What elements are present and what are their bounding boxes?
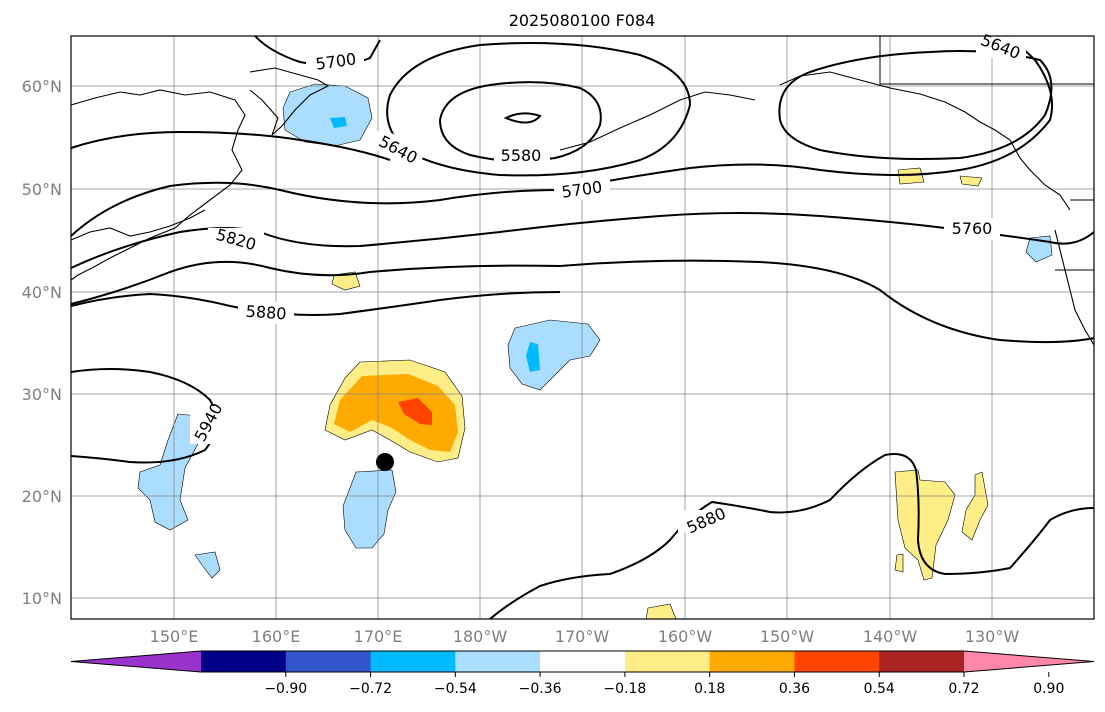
colorbar-segment <box>624 651 711 672</box>
shade-yellow-small-2 <box>897 167 925 185</box>
storm-position-marker <box>376 453 394 471</box>
shade-south-blue <box>342 469 397 549</box>
contour-label: 5580 <box>501 146 542 165</box>
lat-tick-label: 10°N <box>22 589 62 608</box>
colorbar-segment <box>540 651 626 672</box>
colorbar-tick-label: −0.18 <box>603 681 646 697</box>
coast-japan <box>70 209 206 241</box>
shade-central-red <box>398 398 432 425</box>
contour-5880-south <box>489 453 1095 620</box>
colorbar: −0.90 −0.72 −0.54 −0.36 −0.18 0.18 0.36 0.54 0.7… <box>70 650 1095 697</box>
contour-5820 <box>70 259 1095 344</box>
latitude-labels: 10°N 20°N 30°N 40°N 50°N 60°N <box>22 77 62 608</box>
contour-5580-center <box>503 112 542 124</box>
shade-kamchatka <box>282 83 373 147</box>
contour-5880 <box>70 291 561 316</box>
contour-5580 <box>438 81 602 162</box>
contour-label: 5760 <box>952 219 993 238</box>
height-contours <box>70 35 1095 620</box>
colorbar-tick-label: −0.36 <box>519 681 562 697</box>
shade-yellow-small-3 <box>959 175 983 187</box>
coastlines <box>70 67 1095 346</box>
coast-kamchatka <box>249 67 330 136</box>
colorbar-tick-label: 0.36 <box>779 681 810 697</box>
contour-5700 <box>70 35 1054 237</box>
colorbar-segment <box>285 651 372 672</box>
colorbar-segment <box>455 651 541 672</box>
colorbar-tick-label: 0.90 <box>1033 681 1064 697</box>
contour-5640-closed <box>386 41 692 177</box>
colorbar-extend-low <box>71 651 201 672</box>
colorbar-segment <box>201 651 287 672</box>
lon-tick-label: 160°E <box>252 627 301 646</box>
colorbar-segment <box>794 651 880 672</box>
longitude-labels: 150°E 160°E 170°E 180°W 170°W 160°W 150°… <box>150 627 1020 646</box>
shade-blue-small-east <box>1025 235 1053 263</box>
coast-alaska <box>779 71 1071 211</box>
lat-tick-label: 30°N <box>22 385 62 404</box>
coast-aleutians <box>559 91 756 151</box>
lon-tick-label: 160°W <box>658 627 713 646</box>
lat-tick-label: 50°N <box>22 180 62 199</box>
colorbar-tick-label: 0.18 <box>694 681 725 697</box>
coast-na-west <box>1054 229 1095 346</box>
colorbar-segment <box>370 651 456 672</box>
colorbar-tick-label: 0.72 <box>948 681 979 697</box>
lon-tick-label: 170°W <box>555 627 610 646</box>
shade-kamchatka-core <box>330 117 347 128</box>
shade-epac-yellow-2 <box>961 471 989 541</box>
lon-tick-label: 150°E <box>150 627 199 646</box>
lat-tick-label: 40°N <box>22 283 62 302</box>
map-title: 2025080100 F084 <box>509 11 656 30</box>
lat-tick-label: 20°N <box>22 487 62 506</box>
borders <box>879 36 1094 271</box>
contour-label: 5880 <box>245 302 287 324</box>
lon-tick-label: 150°W <box>760 627 815 646</box>
colorbar-tick-label: −0.72 <box>349 681 392 697</box>
lon-tick-label: 180°W <box>453 627 508 646</box>
colorbar-segment <box>709 651 795 672</box>
shade-epac-yellow-3 <box>894 553 904 573</box>
shade-epac-yellow-1 <box>894 469 956 581</box>
contour-5640-west <box>70 130 391 161</box>
colorbar-outline <box>70 650 1095 673</box>
map-frame <box>70 35 1095 620</box>
lon-tick-label: 170°E <box>354 627 403 646</box>
shade-wpac-blue-small <box>194 551 221 579</box>
colorbar-segment <box>879 651 965 672</box>
colorbar-tick-label: −0.90 <box>264 681 307 697</box>
colorbar-extend-high <box>964 651 1094 672</box>
lat-tick-label: 60°N <box>22 77 62 96</box>
colorbar-tick-label: −0.54 <box>434 681 477 697</box>
lon-tick-label: 140°W <box>863 627 918 646</box>
shade-yellow-small-1 <box>331 271 361 291</box>
border-alaska-canada <box>879 36 1094 85</box>
lon-tick-label: 130°W <box>965 627 1020 646</box>
shade-wpac-blue <box>137 413 201 531</box>
contour-5640-east <box>778 50 1053 160</box>
coast-asia-northeast <box>70 89 246 281</box>
shade-mid-blue-core <box>526 342 540 372</box>
colorbar-tick-label: 0.54 <box>864 681 895 697</box>
